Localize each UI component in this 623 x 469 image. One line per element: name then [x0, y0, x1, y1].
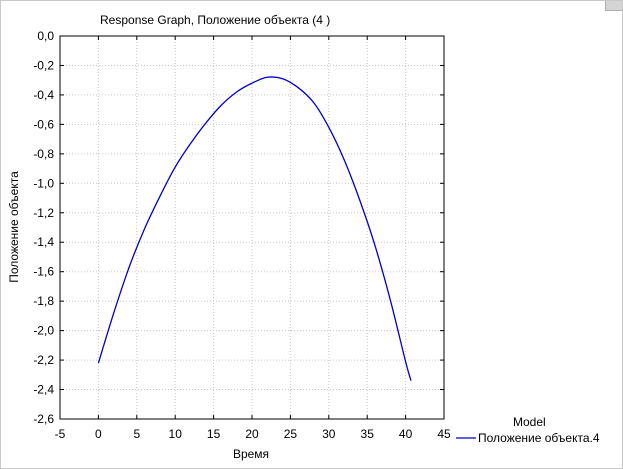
y-tick-label: -2,4	[33, 383, 54, 397]
y-tick-label: -2,2	[33, 353, 54, 367]
x-tick-label: 15	[207, 427, 221, 441]
y-tick-label: -0,2	[33, 58, 54, 72]
y-tick-label: -0,6	[33, 117, 54, 131]
legend-title: Model	[513, 415, 546, 429]
y-tick-label: -2,0	[33, 324, 54, 338]
x-tick-label: -5	[55, 427, 66, 441]
y-tick-label: -0,4	[33, 88, 54, 102]
y-tick-label: -1,8	[33, 294, 54, 308]
x-tick-label: 0	[95, 427, 102, 441]
y-tick-label: -1,0	[33, 176, 54, 190]
x-tick-label: 30	[322, 427, 336, 441]
x-axis-ticks: -5 0 5 10 15 20 25 30 35 40 45	[55, 36, 451, 441]
legend: Model Положение объекта.4	[456, 415, 600, 445]
series-group	[97, 76, 412, 381]
x-tick-label: 20	[245, 427, 259, 441]
y-axis-ticks: 0,0 -0,2 -0,4 -0,6 -0,8 -1,0 -1,2 -1,4 -1,6 -1,8 -…	[33, 29, 444, 426]
window-corner-mark	[605, 1, 622, 11]
legend-series-label: Положение объекта.4	[478, 431, 600, 445]
y-tick-label: -1,6	[33, 265, 54, 279]
chart-grid	[59, 35, 445, 420]
chart-title: Response Graph, Положение объекта (4 )	[100, 13, 330, 27]
x-tick-label: 10	[169, 427, 183, 441]
y-tick-label: -2,6	[33, 412, 54, 426]
x-tick-label: 25	[284, 427, 298, 441]
y-tick-label: -1,2	[33, 206, 54, 220]
y-tick-label: -1,4	[33, 235, 54, 249]
y-axis-label: Положение объекта	[7, 171, 21, 283]
x-axis-label: Время	[233, 447, 269, 461]
x-tick-label: 40	[399, 427, 413, 441]
x-tick-label: 35	[361, 427, 375, 441]
series-line	[97, 76, 412, 381]
x-tick-label: 45	[437, 427, 451, 441]
x-tick-label: 5	[133, 427, 140, 441]
y-tick-label: -0,8	[33, 147, 54, 161]
y-tick-label: 0,0	[37, 29, 54, 43]
